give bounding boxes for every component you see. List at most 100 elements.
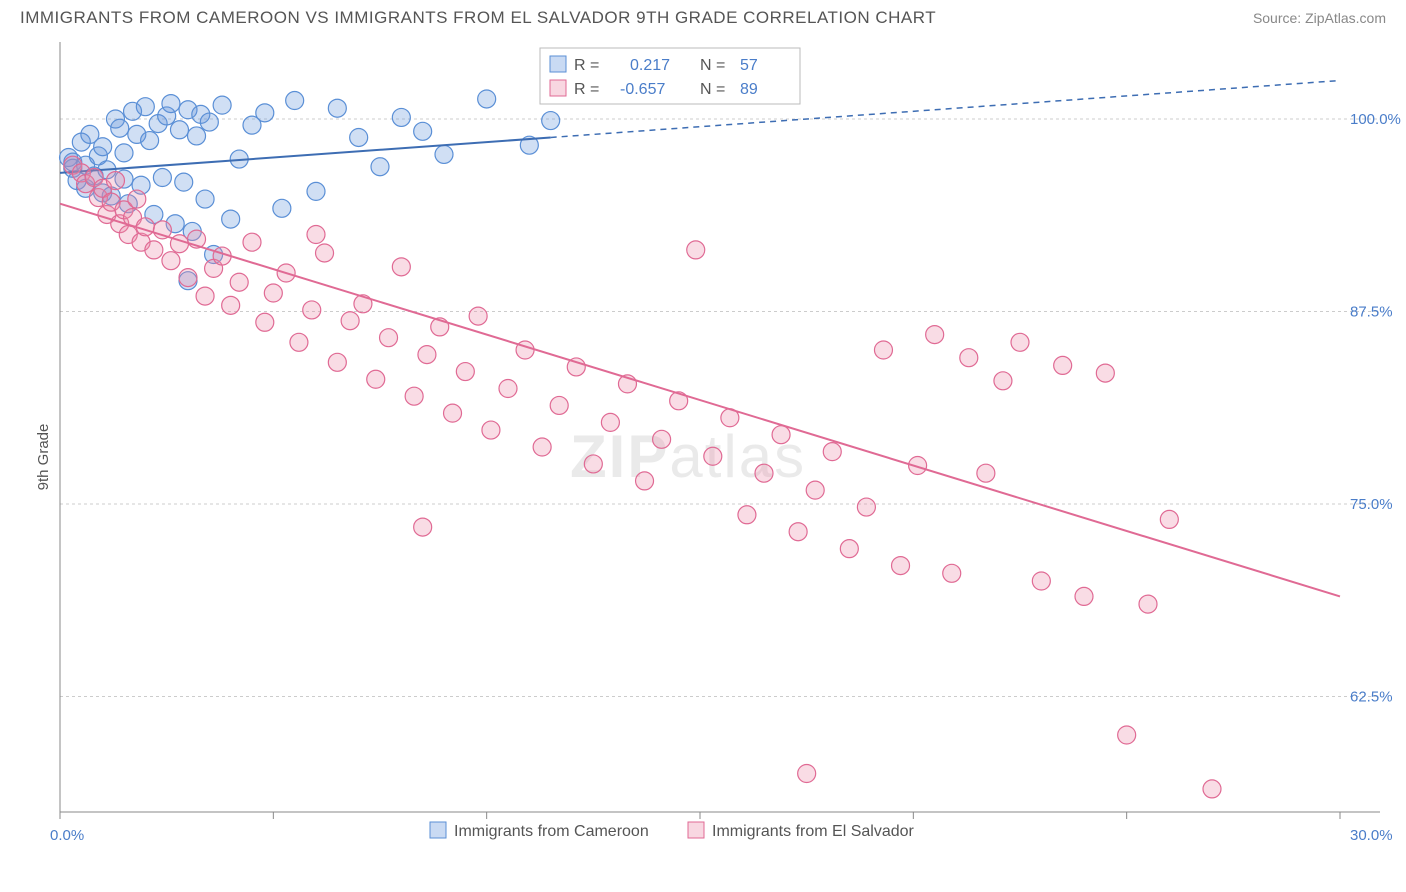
data-point [256, 104, 274, 122]
data-point [392, 108, 410, 126]
data-point [601, 413, 619, 431]
data-point [874, 341, 892, 359]
stat-n-cameroon: 57 [740, 57, 758, 74]
data-point [136, 218, 154, 236]
stat-n-elsalvador: 89 [740, 81, 758, 98]
data-point [926, 326, 944, 344]
data-point [196, 190, 214, 208]
data-point [222, 296, 240, 314]
stat-n-label: N = [700, 57, 725, 74]
data-point [1118, 726, 1136, 744]
data-point [256, 313, 274, 331]
data-point [175, 173, 193, 191]
data-point [482, 421, 500, 439]
data-point [264, 284, 282, 302]
data-point [414, 122, 432, 140]
source-label: Source: ZipAtlas.com [1253, 10, 1386, 26]
data-point [367, 370, 385, 388]
y-tick-label: 87.5% [1350, 304, 1393, 321]
legend-swatch-elsalvador [550, 80, 566, 96]
y-tick-label: 75.0% [1350, 496, 1393, 513]
data-point [273, 199, 291, 217]
data-point [738, 506, 756, 524]
page-title: IMMIGRANTS FROM CAMEROON VS IMMIGRANTS F… [20, 8, 936, 28]
x-tick-label: 0.0% [50, 827, 84, 844]
data-point [196, 287, 214, 305]
data-point [943, 564, 961, 582]
legend-swatch [430, 822, 446, 838]
data-point [823, 443, 841, 461]
data-point [1203, 780, 1221, 798]
data-point [1054, 356, 1072, 374]
data-point [213, 96, 231, 114]
data-point [316, 244, 334, 262]
data-point [469, 307, 487, 325]
stat-n-label: N = [700, 81, 725, 98]
data-point [857, 498, 875, 516]
data-point [380, 329, 398, 347]
stat-r-label: R = [574, 57, 599, 74]
data-point [840, 540, 858, 558]
data-point [435, 145, 453, 163]
data-point [371, 158, 389, 176]
data-point [405, 387, 423, 405]
chart-container: 9th Grade 62.5% 75.0% 87.5% 100.0% 0.0% 30.0%… [0, 32, 1406, 882]
data-point [960, 349, 978, 367]
data-point [789, 523, 807, 541]
data-point [456, 363, 474, 381]
data-point [162, 252, 180, 270]
data-point [188, 127, 206, 145]
data-point [392, 258, 410, 276]
data-point [286, 92, 304, 110]
data-point [1075, 587, 1093, 605]
data-point [542, 112, 560, 130]
data-point [499, 380, 517, 398]
data-point [478, 90, 496, 108]
data-point [341, 312, 359, 330]
data-point [328, 99, 346, 117]
trend-line [60, 204, 1340, 597]
data-point [636, 472, 654, 490]
data-point [806, 481, 824, 499]
data-point [303, 301, 321, 319]
data-point [243, 233, 261, 251]
data-point [772, 426, 790, 444]
data-point [1160, 510, 1178, 528]
data-point [230, 273, 248, 291]
data-point [115, 144, 133, 162]
data-point [550, 396, 568, 414]
data-point [170, 121, 188, 139]
data-point [307, 182, 325, 200]
y-tick-label: 100.0% [1350, 111, 1401, 128]
x-tick-label: 30.0% [1350, 827, 1393, 844]
data-point [153, 169, 171, 187]
data-point [1032, 572, 1050, 590]
data-point [798, 765, 816, 783]
data-point [350, 128, 368, 146]
data-point [1139, 595, 1157, 613]
data-point [290, 333, 308, 351]
data-point [892, 557, 910, 575]
data-point [418, 346, 436, 364]
data-point [444, 404, 462, 422]
data-point [222, 210, 240, 228]
data-point [128, 190, 146, 208]
data-point [994, 372, 1012, 390]
data-point [584, 455, 602, 473]
legend-label: Immigrants from El Salvador [712, 823, 915, 840]
data-point [1096, 364, 1114, 382]
data-point [111, 119, 129, 137]
data-point [106, 172, 124, 190]
y-tick-label: 62.5% [1350, 689, 1393, 706]
legend-swatch-cameroon [550, 56, 566, 72]
data-point [94, 138, 112, 156]
data-point [200, 113, 218, 131]
y-axis-label: 9th Grade [35, 424, 52, 491]
data-point [687, 241, 705, 259]
scatter-chart: 62.5%75.0%87.5%100.0%0.0%30.0%ZIPatlasR … [0, 32, 1406, 862]
data-point [162, 95, 180, 113]
data-point [145, 241, 163, 259]
bottom-legend: Immigrants from CameroonImmigrants from … [430, 822, 915, 840]
data-point [533, 438, 551, 456]
data-point [977, 464, 995, 482]
